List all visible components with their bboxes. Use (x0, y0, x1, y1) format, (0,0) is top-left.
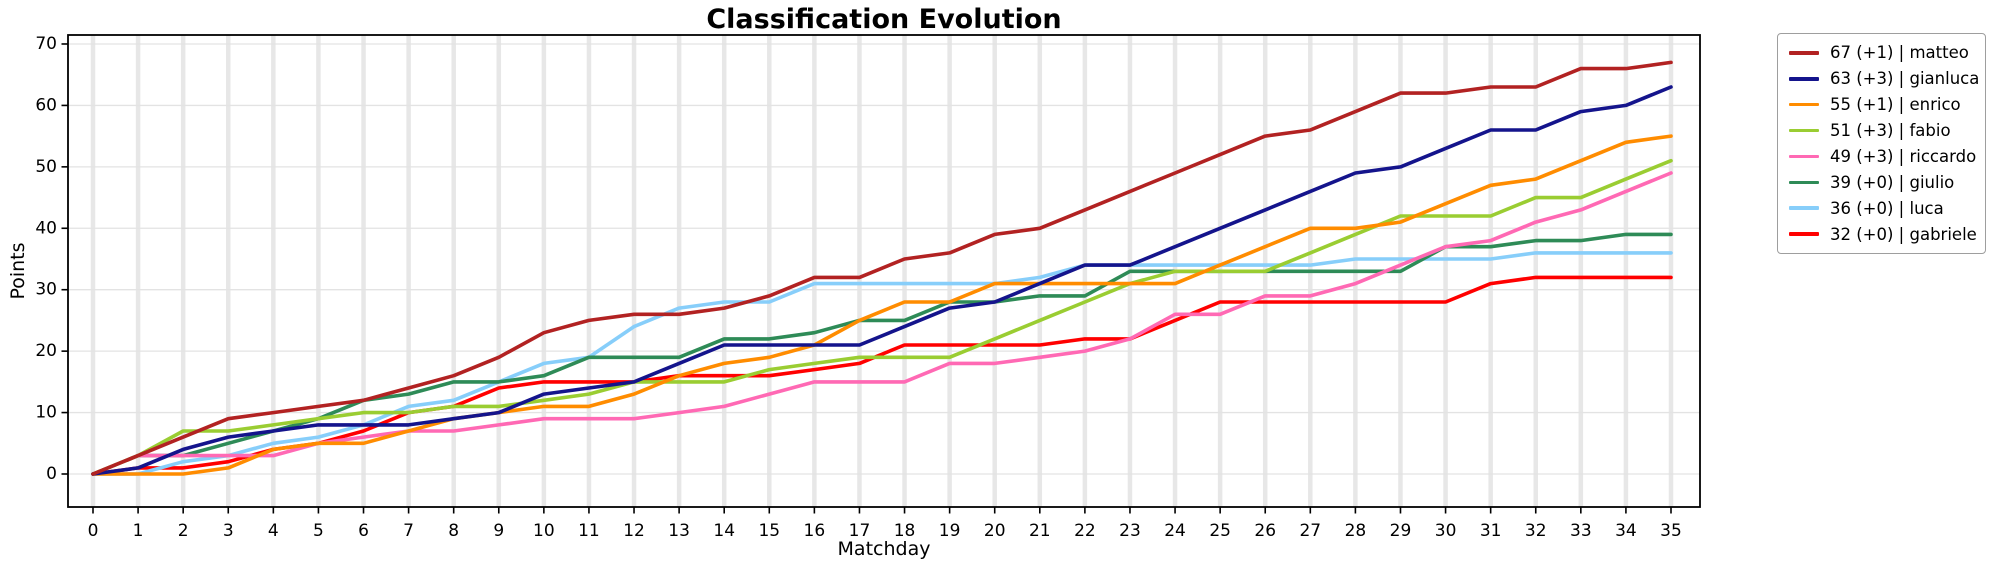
legend-item-label: 55 (+1) | enrico (1830, 95, 1961, 115)
y-tick-label: 70 (35, 34, 57, 54)
legend-line-swatch (1789, 128, 1819, 133)
x-tick-label: 31 (1480, 521, 1502, 541)
y-tick-label: 50 (35, 157, 57, 177)
x-tick-label: 1 (133, 521, 144, 541)
x-tick-label: 22 (1074, 521, 1096, 541)
x-tick-label: 21 (1029, 521, 1051, 541)
x-axis-label: Matchday (837, 538, 931, 560)
legend-item-label: 36 (+0) | luca (1830, 198, 1944, 218)
x-tick-label: 15 (758, 521, 780, 541)
axes-box (67, 34, 1701, 508)
x-tick-label: 3 (223, 521, 234, 541)
x-tick-label: 27 (1299, 521, 1321, 541)
x-tick-label: 2 (178, 521, 189, 541)
legend-item: 49 (+3) | riccardo (1789, 147, 1985, 166)
legend-line-swatch (1789, 154, 1819, 159)
series-line-matteo (91, 60, 1673, 476)
legend-item: 55 (+1) | enrico (1789, 95, 1985, 114)
y-tick-label: 30 (35, 280, 57, 300)
legend-item-label: 67 (+1) | matteo (1830, 43, 1969, 63)
series-line-gianluca (91, 85, 1673, 476)
x-tick-label: 23 (1119, 521, 1141, 541)
legend-line-swatch (1789, 232, 1819, 236)
legend-item: 67 (+1) | matteo (1789, 43, 1985, 62)
x-tick-label: 6 (358, 521, 369, 541)
x-tick-label: 8 (448, 521, 459, 541)
x-tick-label: 25 (1209, 521, 1231, 541)
legend-line-swatch (1789, 77, 1819, 81)
series-line-enrico (91, 134, 1673, 476)
x-tick-label: 5 (313, 521, 324, 541)
legend-line-swatch (1789, 51, 1819, 55)
legend-item-label: 51 (+3) | fabio (1830, 121, 1951, 141)
x-tick-label: 9 (493, 521, 504, 541)
y-tick-label: 40 (35, 218, 57, 238)
legend-line-swatch (1789, 102, 1819, 107)
x-tick-label: 29 (1390, 521, 1412, 541)
legend-line-swatch (1789, 206, 1819, 210)
x-tick-label: 17 (849, 521, 871, 541)
x-tick-label: 13 (668, 521, 690, 541)
series-line-fabio (91, 158, 1673, 476)
x-tick-label: 11 (578, 521, 600, 541)
legend-item-label: 39 (+0) | giulio (1830, 172, 1955, 192)
x-tick-label: 14 (713, 521, 735, 541)
y-tick-label: 20 (35, 341, 57, 361)
series-line-giulio (91, 232, 1673, 476)
x-tick-label: 28 (1345, 521, 1367, 541)
legend-item-label: 32 (+0) | gabriele (1830, 224, 1977, 244)
x-tick-label: 10 (533, 521, 555, 541)
x-tick-label: 26 (1254, 521, 1276, 541)
y-tick-label: 10 (35, 403, 57, 423)
x-tick-label: 4 (268, 521, 279, 541)
x-tick-label: 12 (623, 521, 645, 541)
legend-item: 63 (+3) | gianluca (1789, 69, 1985, 88)
legend-item: 32 (+0) | gabriele (1789, 225, 1985, 244)
x-tick-label: 19 (939, 521, 961, 541)
legend-item: 36 (+0) | luca (1789, 199, 1985, 218)
x-tick-label: 35 (1660, 521, 1682, 541)
legend-item: 39 (+0) | giulio (1789, 173, 1985, 192)
legend-line-swatch (1789, 180, 1819, 185)
chart-title: Classification Evolution (706, 4, 1062, 35)
x-tick-label: 34 (1615, 521, 1637, 541)
x-tick-label: 0 (88, 521, 99, 541)
legend-item-label: 49 (+3) | riccardo (1830, 146, 1977, 166)
x-tick-label: 7 (403, 521, 414, 541)
x-tick-label: 18 (894, 521, 916, 541)
legend-item-label: 63 (+3) | gianluca (1830, 69, 1980, 89)
series-line-luca (91, 251, 1673, 476)
x-tick-label: 24 (1164, 521, 1186, 541)
y-axis-label: Points (7, 242, 29, 300)
x-tick-label: 16 (804, 521, 826, 541)
legend-item: 51 (+3) | fabio (1789, 121, 1985, 140)
chart-legend: 67 (+1) | matteo 63 (+3) | gianluca 55 (+1… (1777, 33, 1986, 254)
y-tick-label: 60 (35, 95, 57, 115)
x-tick-label: 20 (984, 521, 1006, 541)
series-line-riccardo (91, 171, 1673, 476)
x-tick-label: 30 (1435, 521, 1457, 541)
x-tick-label: 33 (1570, 521, 1592, 541)
x-tick-label: 32 (1525, 521, 1547, 541)
y-tick-label: 0 (46, 464, 57, 484)
series-line-gabriele (91, 275, 1673, 476)
